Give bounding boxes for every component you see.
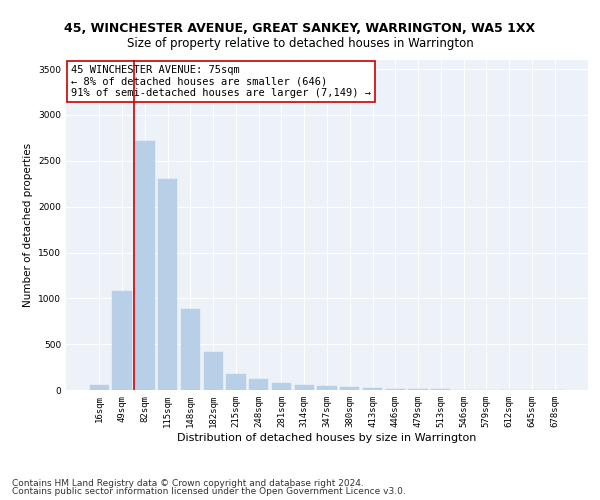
Bar: [135, 140, 155, 390]
Bar: [249, 379, 268, 390]
Text: 45 WINCHESTER AVENUE: 75sqm
← 8% of detached houses are smaller (646)
91% of sem: 45 WINCHESTER AVENUE: 75sqm ← 8% of deta…: [71, 65, 371, 98]
Text: 45, WINCHESTER AVENUE, GREAT SANKEY, WARRINGTON, WA5 1XX: 45, WINCHESTER AVENUE, GREAT SANKEY, WAR…: [64, 22, 536, 36]
Bar: [158, 179, 178, 390]
Bar: [317, 386, 337, 390]
X-axis label: Distribution of detached houses by size in Warrington: Distribution of detached houses by size …: [178, 432, 476, 442]
Text: Size of property relative to detached houses in Warrington: Size of property relative to detached ho…: [127, 38, 473, 51]
Bar: [386, 388, 405, 390]
Bar: [181, 310, 200, 390]
Y-axis label: Number of detached properties: Number of detached properties: [23, 143, 32, 307]
Bar: [203, 352, 223, 390]
Bar: [90, 384, 109, 390]
Bar: [295, 385, 314, 390]
Bar: [340, 387, 359, 390]
Bar: [363, 388, 382, 390]
Text: Contains public sector information licensed under the Open Government Licence v3: Contains public sector information licen…: [12, 487, 406, 496]
Bar: [112, 291, 132, 390]
Text: Contains HM Land Registry data © Crown copyright and database right 2024.: Contains HM Land Registry data © Crown c…: [12, 478, 364, 488]
Bar: [226, 374, 245, 390]
Bar: [272, 382, 291, 390]
Bar: [409, 389, 428, 390]
